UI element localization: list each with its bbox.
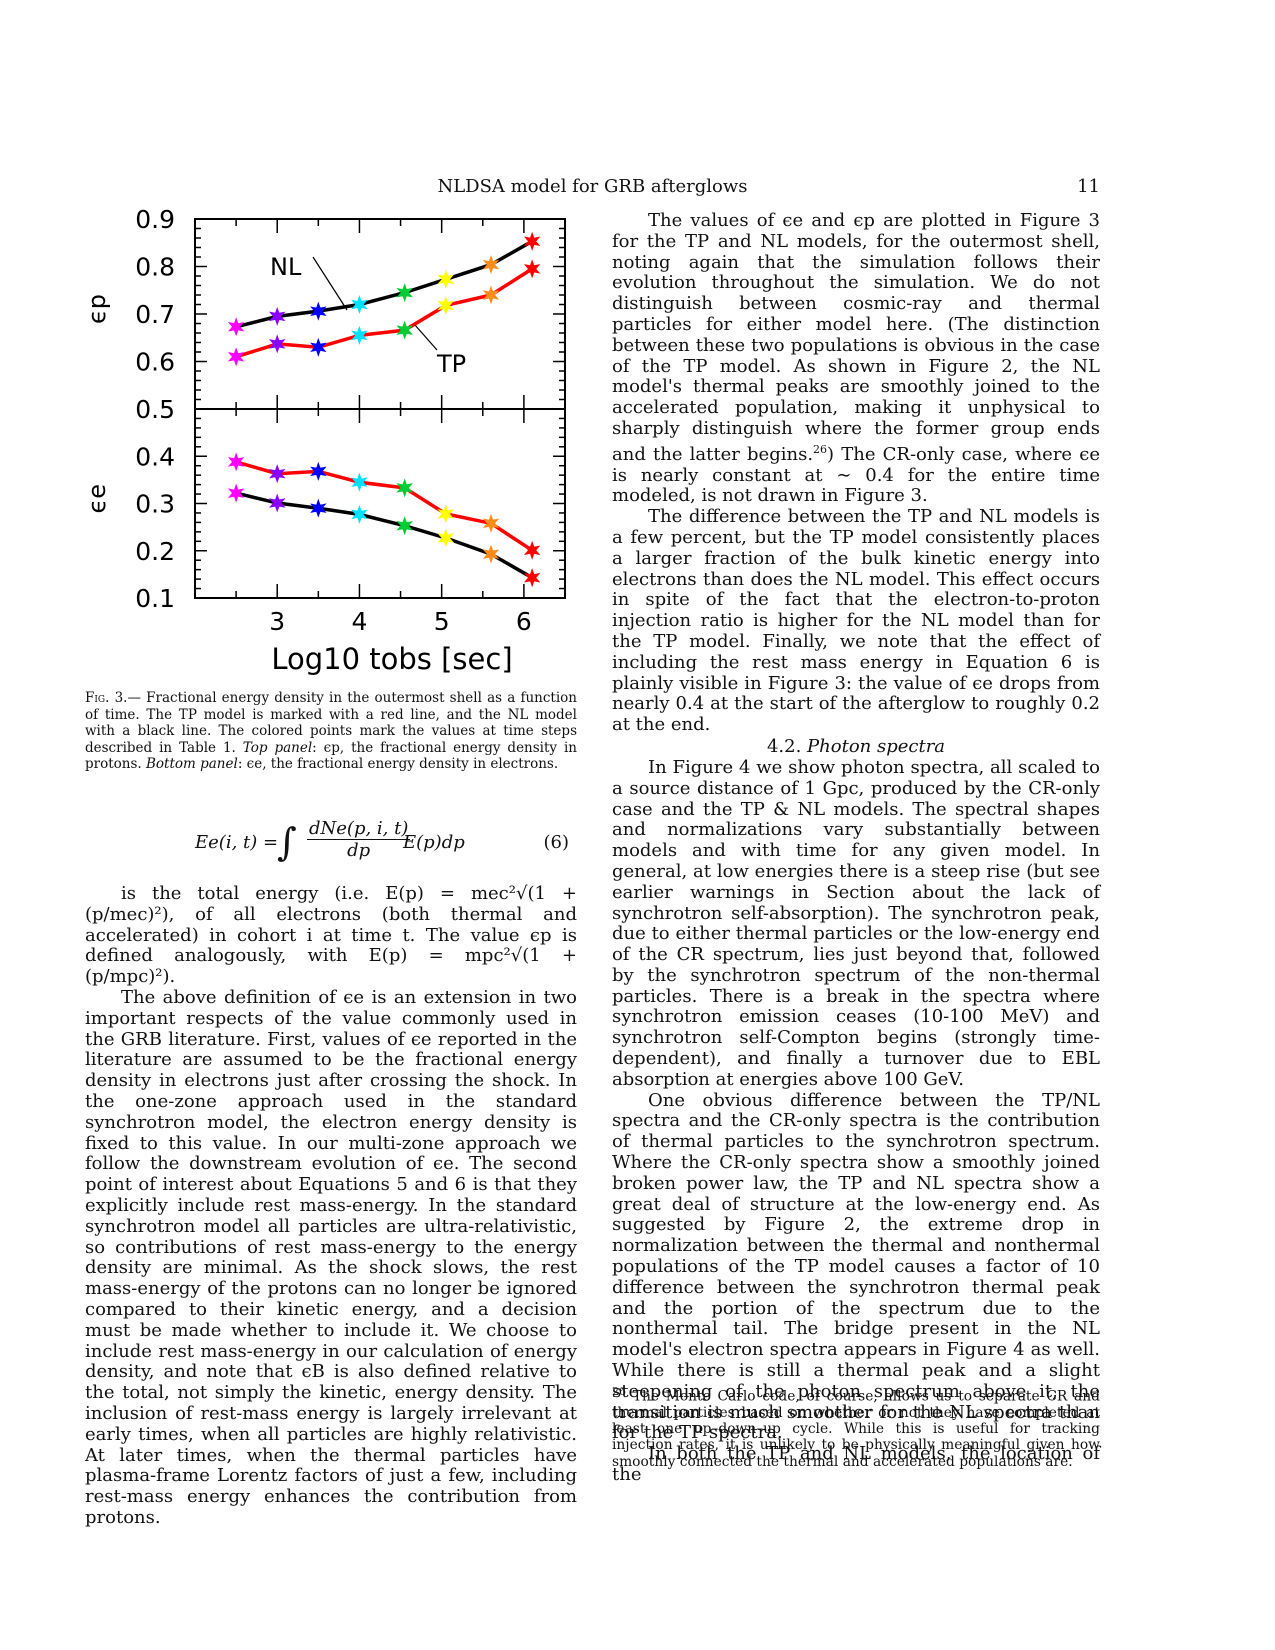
- data-point: [437, 504, 455, 524]
- annotation-nl: NL: [270, 253, 302, 281]
- data-point: [523, 231, 541, 251]
- caption-bottom-text: : ϵe, the fractional energy density in e…: [237, 756, 559, 772]
- series-line-top-nl: [235, 239, 533, 329]
- right-paragraph-5: In both the TP and NL models, the locati…: [612, 1443, 1100, 1486]
- y-tick-label: 0.6: [135, 348, 175, 377]
- left-column-text: is the total energy (i.e. E(p) = mec²√(1…: [85, 883, 577, 1529]
- x-tick-label: 6: [516, 607, 532, 636]
- series-line-top-tp: [235, 267, 534, 359]
- x-axis-label: Log10 tobs [sec]: [271, 642, 512, 676]
- section-number: 4.2.: [766, 735, 802, 757]
- x-tick-label: 3: [269, 607, 285, 636]
- panel-frame-top: [194, 218, 566, 410]
- data-point: [396, 516, 413, 536]
- data-point: [396, 478, 413, 498]
- data-point: [227, 317, 245, 337]
- panel-frame-bottom: [194, 408, 566, 599]
- data-point: [482, 285, 500, 305]
- data-point: [227, 483, 245, 503]
- equation-denominator: dp: [347, 840, 371, 861]
- annotation-tp: TP: [436, 350, 466, 378]
- caption-top-label: Top panel: [242, 739, 313, 756]
- data-point: [310, 337, 327, 357]
- equation-fraction: dNe(p, i, t) dp: [307, 818, 411, 861]
- page-header: NLDSA model for GRB afterglows 11: [85, 176, 1100, 200]
- caption-bottom-label: Bottom panel: [146, 756, 238, 772]
- y-tick-label: 0.2: [135, 537, 175, 566]
- data-point: [523, 568, 541, 588]
- footnote: 26 The Monte Carlo code, of course, allo…: [612, 1384, 1100, 1470]
- running-title: NLDSA model for GRB afterglows: [437, 176, 748, 197]
- right-paragraph-4: One obvious difference between the TP/NL…: [612, 1089, 1100, 1444]
- data-point: [268, 334, 286, 354]
- equation-6: Ee(i, t) = ∫ dNe(p, i, t) dp E(p)dp (6): [85, 818, 577, 878]
- y-tick-label: 0.7: [135, 300, 175, 329]
- integral-sign: ∫: [277, 820, 297, 864]
- x-tick-label: 4: [351, 607, 367, 636]
- footnote-mark: 26: [612, 1385, 626, 1398]
- data-point: [310, 461, 327, 481]
- caption-top-text: : ϵp, the fractional energy density in p…: [85, 739, 578, 773]
- right-p1-end: ) The CR-only case, where ϵe is nearly c…: [612, 443, 1100, 507]
- equation-rhs: E(p)dp: [403, 832, 465, 853]
- footnote-text: The Monte Carlo code, of course, allows …: [612, 1388, 1100, 1470]
- y-axis-label-top: ϵp: [85, 294, 111, 324]
- data-point: [437, 269, 455, 289]
- data-point: [351, 325, 368, 345]
- right-p1-text: The values of ϵe and ϵp are plotted in F…: [612, 210, 1100, 465]
- equation-lhs: Ee(i, t) =: [195, 832, 279, 853]
- right-paragraph-1: The values of ϵe and ϵp are plotted in F…: [612, 210, 1100, 507]
- data-point: [523, 259, 541, 279]
- footnote-ref: 26: [813, 442, 828, 456]
- figure-caption: Fig. 3.— Fractional energy density in th…: [85, 690, 577, 773]
- y-tick-label: 0.4: [135, 442, 175, 471]
- left-paragraph-1: is the total energy (i.e. E(p) = mec²√(1…: [85, 883, 577, 988]
- data-point: [227, 347, 245, 367]
- data-point: [310, 498, 327, 518]
- data-point: [268, 493, 286, 513]
- data-point: [396, 283, 413, 303]
- caption-text: — Fractional energy density in the outer…: [85, 690, 578, 756]
- annotation-tp-pointer: [414, 324, 438, 351]
- series-line-bottom-tp: [235, 460, 534, 552]
- series-line-bottom-nl: [235, 491, 533, 580]
- y-tick-label: 0.1: [135, 584, 175, 613]
- y-tick-label: 0.5: [135, 395, 175, 424]
- data-point: [310, 301, 327, 321]
- data-point: [482, 544, 500, 564]
- data-point: [482, 513, 500, 533]
- figure-3-chart: 0.9 0.8 0.7 0.6 0.5 ϵp NL TP 0.4 0.3 0.2 0.1 ϵe 3 4 5 6 L…: [83, 205, 580, 685]
- caption-label: Fig. 3.: [85, 690, 128, 706]
- data-point: [437, 528, 455, 548]
- annotation-nl-pointer: [312, 256, 348, 311]
- x-tick-label: 5: [434, 607, 450, 636]
- data-point: [227, 452, 245, 472]
- data-point: [523, 540, 541, 560]
- equation-number: (6): [543, 832, 570, 853]
- y-axis-label-bottom: ϵe: [85, 484, 111, 514]
- data-point: [437, 296, 455, 316]
- equation-numerator: dNe(p, i, t): [307, 818, 411, 840]
- y-tick-label: 0.9: [135, 205, 175, 234]
- section-heading: 4.2. Photon spectra: [612, 736, 1100, 758]
- right-paragraph-2: The difference between the TP and NL mod…: [612, 506, 1100, 736]
- right-paragraph-3: In Figure 4 we show photon spectra, all …: [612, 756, 1100, 1090]
- y-tick-label: 0.8: [135, 253, 175, 282]
- data-point: [268, 306, 286, 326]
- left-paragraph-2: The above definition of ϵe is an extensi…: [85, 986, 577, 1528]
- page-number: 11: [1077, 176, 1100, 197]
- section-title: Photon spectra: [807, 735, 946, 757]
- data-point: [396, 320, 413, 340]
- data-point: [268, 464, 286, 484]
- chart-svg: 0.9 0.8 0.7 0.6 0.5 ϵp NL TP 0.4 0.3 0.2 0.1 ϵe 3 4 5 6L…: [83, 205, 566, 676]
- data-point: [351, 294, 368, 315]
- y-tick-label: 0.3: [135, 490, 175, 519]
- right-column-text: The values of ϵe and ϵp are plotted in F…: [612, 210, 1100, 1486]
- data-point: [351, 472, 368, 492]
- data-point: [482, 255, 500, 275]
- data-point: [351, 504, 368, 524]
